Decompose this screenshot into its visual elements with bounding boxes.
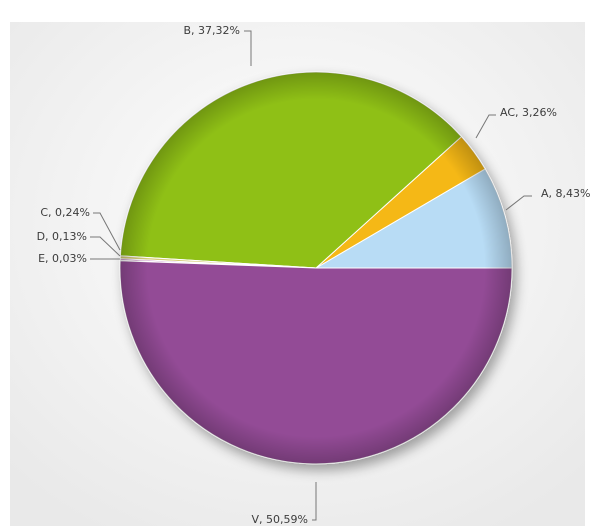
slice-label-v: V, 50,59% bbox=[252, 513, 308, 526]
leader-line-a bbox=[505, 195, 532, 211]
pie-slices bbox=[119, 71, 513, 465]
slice-label-b: B, 37,32% bbox=[184, 24, 240, 37]
slice-label-ac: AC, 3,26% bbox=[500, 106, 557, 119]
slice-labels: A, 8,43% AC, 3,26% B, 37,32% C, 0,24% D, 0,1… bbox=[37, 24, 591, 526]
leader-line-d bbox=[90, 236, 121, 257]
leader-line-c bbox=[93, 212, 121, 251]
slice-label-a: A, 8,43% bbox=[541, 187, 590, 200]
slice-label-e: E, 0,03% bbox=[38, 252, 87, 265]
slice-label-c: C, 0,24% bbox=[40, 206, 90, 219]
leader-line-ac bbox=[475, 114, 496, 139]
slice-label-d: D, 0,13% bbox=[37, 230, 87, 243]
leader-line-v bbox=[312, 482, 317, 521]
leader-line-b bbox=[244, 30, 252, 66]
